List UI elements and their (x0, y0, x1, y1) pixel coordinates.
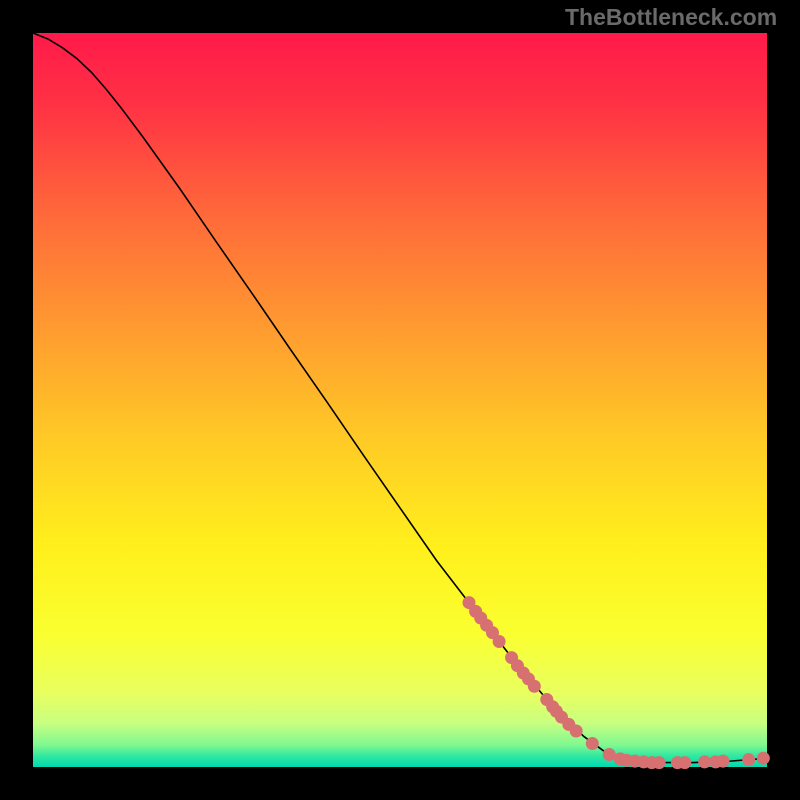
plot-background (33, 33, 767, 767)
data-marker (493, 635, 506, 648)
data-marker (570, 725, 583, 738)
chart-svg (0, 0, 800, 800)
data-marker (586, 737, 599, 750)
data-marker (716, 755, 729, 768)
watermark-text: TheBottleneck.com (565, 4, 777, 31)
data-marker (528, 680, 541, 693)
data-marker (678, 756, 691, 769)
data-marker (757, 752, 770, 765)
data-marker (653, 756, 666, 769)
data-marker (742, 753, 755, 766)
bottleneck-chart (0, 0, 800, 800)
